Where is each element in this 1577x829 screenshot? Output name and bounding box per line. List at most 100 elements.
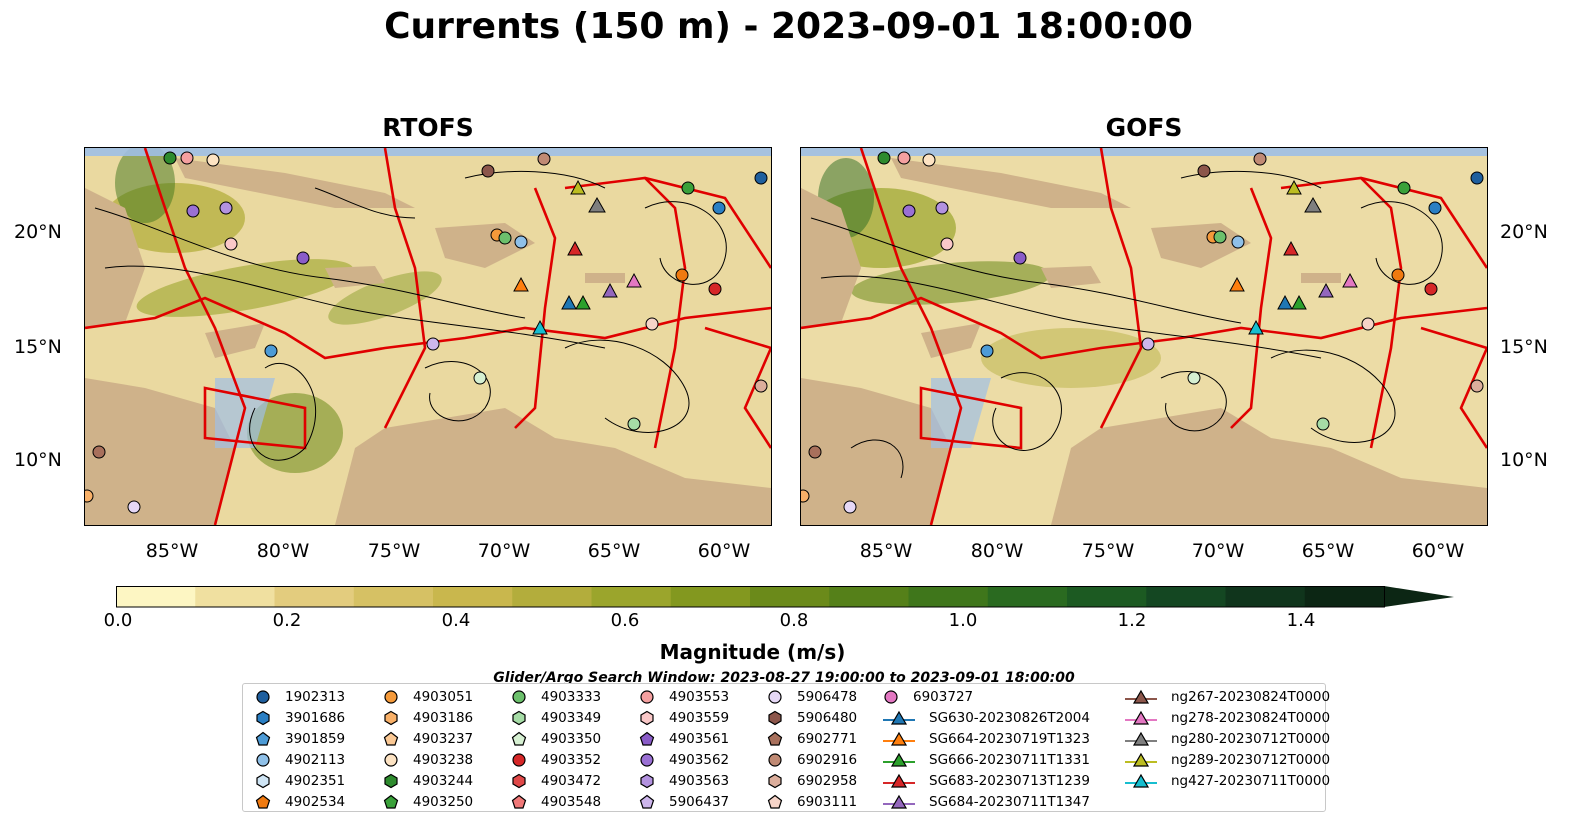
legend-label: 4903244 <box>413 772 474 789</box>
legend-item: 4903561 <box>637 728 729 749</box>
circle-marker-icon <box>384 689 398 704</box>
legend-label: 3901859 <box>285 730 346 747</box>
current-streamlines <box>94 170 727 461</box>
legend-item: 4903244 <box>381 770 473 791</box>
triangle-marker-icon <box>1125 752 1157 767</box>
legend-label: 6902958 <box>797 772 858 789</box>
circle-marker-icon <box>640 689 654 704</box>
lon-label-60w-gofs: 60°W <box>1411 540 1465 562</box>
observation-markers <box>801 151 1484 514</box>
legend: 1902313 3901686 3901859 4902113 4902351 49025… <box>242 683 1330 812</box>
legend-item: 6903111 <box>765 791 857 812</box>
colorbar-outline <box>116 586 1385 608</box>
circle-marker-icon <box>384 752 398 767</box>
colorbar-segment <box>433 586 513 607</box>
pentagon-marker-icon <box>767 731 783 746</box>
legend-item: 4903238 <box>381 749 473 770</box>
colorbar-segment <box>116 586 196 607</box>
colorbar-tick-1-0: 1.0 <box>948 610 978 631</box>
land-puerto-rico <box>1301 273 1341 283</box>
legend-label: SG630-20230826T2004 <box>929 709 1090 726</box>
land-south-america <box>335 408 771 525</box>
legend-label: 6903727 <box>913 688 974 705</box>
map-panel-rtofs[interactable] <box>84 147 772 526</box>
current-streamlines <box>810 170 1443 479</box>
circle-marker-icon <box>768 689 782 704</box>
legend-item: 5906480 <box>765 707 857 728</box>
legend-label: 4903238 <box>413 751 474 768</box>
colorbar-segment <box>987 586 1068 607</box>
legend-label: ng289-20230712T0000 <box>1171 751 1331 768</box>
legend-item: 4903237 <box>381 728 473 749</box>
lon-label-85w-rtofs: 85°W <box>145 540 199 562</box>
legend-label: 4902113 <box>285 751 346 768</box>
colorbar-segment <box>591 586 672 607</box>
legend-item: SG630-20230826T2004 <box>881 707 1090 728</box>
legend-label: SG684-20230711T1347 <box>929 793 1090 810</box>
colorbar-tick-0-2: 0.2 <box>272 610 302 631</box>
land-puerto-rico <box>585 273 625 283</box>
pentagon-marker-icon <box>255 794 271 809</box>
legend-label: ng280-20230712T0000 <box>1171 730 1331 747</box>
colorbar-tick-0-8: 0.8 <box>779 610 809 631</box>
circle-marker-icon <box>768 752 782 767</box>
colorbar-extend-arrow <box>1384 586 1454 607</box>
legend-label: ng427-20230711T0000 <box>1171 772 1331 789</box>
hexagon-marker-icon <box>384 710 398 725</box>
legend-label: 6902771 <box>797 730 858 747</box>
colorbar-segment <box>274 586 355 607</box>
legend-item: 4903553 <box>637 686 729 707</box>
legend-label: 4903051 <box>413 688 474 705</box>
map-panel-gofs[interactable] <box>800 147 1488 526</box>
lon-label-75w-rtofs: 75°W <box>367 540 421 562</box>
lon-label-60w-rtofs: 60°W <box>697 540 751 562</box>
land-south-america <box>1051 408 1487 525</box>
legend-item: ng427-20230711T0000 <box>1123 770 1330 791</box>
current-jet <box>851 261 1051 305</box>
land-yucatan <box>85 188 145 328</box>
current-jet <box>328 271 442 325</box>
triangle-marker-icon <box>883 710 915 725</box>
panel-title-rtofs: RTOFS <box>382 113 474 142</box>
colorbar-label: Magnitude (m/s) <box>659 640 846 664</box>
current-jet <box>115 148 175 223</box>
map-canvas-rtofs <box>85 148 771 525</box>
triangle-marker-icon <box>1125 710 1157 725</box>
legend-item: 4903548 <box>509 791 601 812</box>
legend-item: 4902113 <box>253 749 345 770</box>
pentagon-marker-icon <box>639 731 655 746</box>
legend-item: 3901859 <box>253 728 345 749</box>
colorbar-segment <box>1225 586 1306 607</box>
legend-label: ng278-20230824T0000 <box>1171 709 1331 726</box>
legend-item: 6902916 <box>765 749 857 770</box>
land-hispaniola <box>1151 223 1251 268</box>
legend-item: 5906437 <box>637 791 729 812</box>
legend-label: 4903561 <box>669 730 730 747</box>
legend-item: 6903727 <box>881 686 973 707</box>
pentagon-marker-icon <box>639 794 655 809</box>
colorbar-segment <box>512 586 592 607</box>
triangle-marker-icon <box>1125 689 1157 704</box>
search-window-text: Glider/Argo Search Window: 2023-08-27 19… <box>493 670 1075 686</box>
legend-item: 4903186 <box>381 707 473 728</box>
circle-marker-icon <box>640 752 654 767</box>
legend-item: SG666-20230711T1331 <box>881 749 1090 770</box>
legend-label: 4903559 <box>669 709 730 726</box>
colorbar-tick-0-6: 0.6 <box>610 610 640 631</box>
legend-item: 4903333 <box>509 686 601 707</box>
legend-label: 1902313 <box>285 688 346 705</box>
land-jamaica <box>1041 266 1101 288</box>
legend-item: 4902534 <box>253 791 345 812</box>
legend-label: SG683-20230713T1239 <box>929 772 1090 789</box>
shelf-water <box>85 148 771 156</box>
lon-label-70w-rtofs: 70°W <box>477 540 531 562</box>
legend-item: 4903352 <box>509 749 601 770</box>
legend-label: 4903186 <box>413 709 474 726</box>
hexagon-marker-icon <box>256 773 270 788</box>
circle-marker-icon <box>256 752 270 767</box>
legend-label: 4903562 <box>669 751 730 768</box>
legend-item: 4903051 <box>381 686 473 707</box>
pentagon-marker-icon <box>767 794 783 809</box>
legend-label: 3901686 <box>285 709 346 726</box>
legend-item: 6902771 <box>765 728 857 749</box>
